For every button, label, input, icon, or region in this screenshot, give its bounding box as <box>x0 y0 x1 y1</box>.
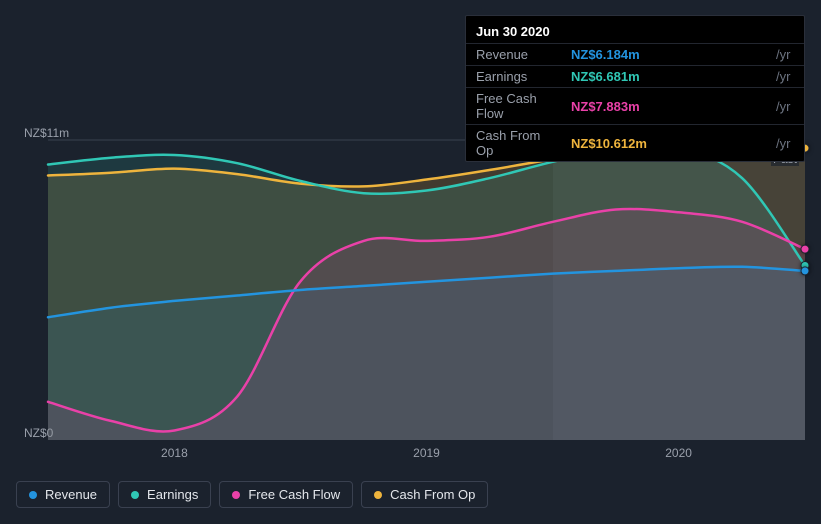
tooltip-row-value: NZ$7.883m <box>561 88 766 125</box>
legend-dot-icon <box>232 491 240 499</box>
tooltip-row-unit: /yr <box>766 88 804 125</box>
tooltip-row-value: NZ$6.681m <box>561 66 766 88</box>
legend-label: Free Cash Flow <box>248 487 340 502</box>
x-tick: 2020 <box>665 446 692 460</box>
tooltip-row-label: Earnings <box>466 66 561 88</box>
chart-svg <box>48 140 805 440</box>
legend-label: Earnings <box>147 487 198 502</box>
x-tick: 2019 <box>413 446 440 460</box>
tooltip-row-unit: /yr <box>766 125 804 162</box>
legend-dot-icon <box>131 491 139 499</box>
tooltip-row-label: Cash From Op <box>466 125 561 162</box>
legend-label: Cash From Op <box>390 487 475 502</box>
tooltip-row-label: Free Cash Flow <box>466 88 561 125</box>
tooltip-table: Revenue NZ$6.184m /yr Earnings NZ$6.681m… <box>466 43 804 161</box>
tooltip-row-value: NZ$10.612m <box>561 125 766 162</box>
legend-item-earnings[interactable]: Earnings <box>118 481 211 508</box>
series-endpoint-free_cash_flow <box>801 245 809 253</box>
tooltip-row: Cash From Op NZ$10.612m /yr <box>466 125 804 162</box>
legend-dot-icon <box>374 491 382 499</box>
series-endpoint-revenue <box>801 267 809 275</box>
tooltip-panel: Jun 30 2020 Revenue NZ$6.184m /yr Earnin… <box>465 15 805 162</box>
legend: Revenue Earnings Free Cash Flow Cash Fro… <box>16 481 488 508</box>
legend-item-revenue[interactable]: Revenue <box>16 481 110 508</box>
legend-item-cash-from-op[interactable]: Cash From Op <box>361 481 488 508</box>
tooltip-row: Free Cash Flow NZ$7.883m /yr <box>466 88 804 125</box>
legend-item-free-cash-flow[interactable]: Free Cash Flow <box>219 481 353 508</box>
x-tick: 2018 <box>161 446 188 460</box>
tooltip-row-unit: /yr <box>766 66 804 88</box>
chart-area: 2018 2019 2020 <box>16 120 805 460</box>
tooltip-date: Jun 30 2020 <box>466 22 804 43</box>
legend-label: Revenue <box>45 487 97 502</box>
tooltip-row-value: NZ$6.184m <box>561 44 766 66</box>
tooltip-row-unit: /yr <box>766 44 804 66</box>
tooltip-row: Earnings NZ$6.681m /yr <box>466 66 804 88</box>
x-axis: 2018 2019 2020 <box>48 446 805 464</box>
legend-dot-icon <box>29 491 37 499</box>
tooltip-row-label: Revenue <box>466 44 561 66</box>
tooltip-row: Revenue NZ$6.184m /yr <box>466 44 804 66</box>
